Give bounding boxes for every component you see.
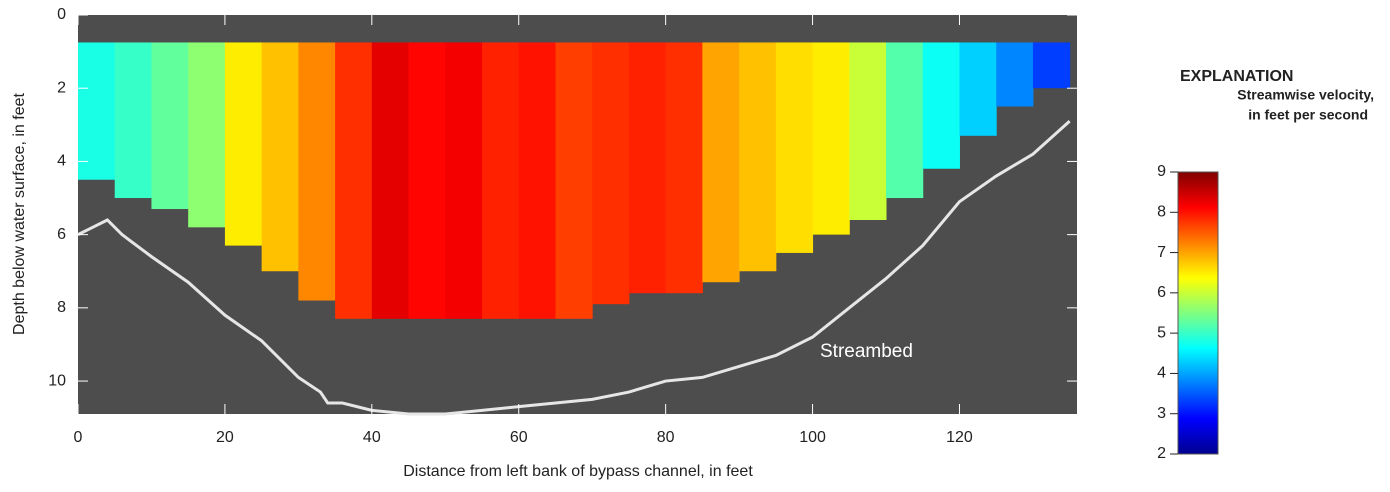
velocity-cell: [114, 42, 152, 199]
velocity-cell: [188, 42, 226, 228]
colorbar-tick-label: 2: [1157, 445, 1166, 462]
velocity-cell: [775, 42, 814, 253]
legend-title: EXPLANATION: [1180, 68, 1293, 85]
colorbar-tick-label: 4: [1157, 365, 1166, 382]
velocity-cell: [371, 42, 410, 319]
velocity-cell: [482, 42, 520, 319]
x-tick-label: 80: [657, 429, 675, 446]
streambed-line: [77, 120, 1071, 416]
velocity-cell: [849, 42, 887, 220]
colorbar-label: Streamwise velocity,: [1237, 87, 1374, 103]
x-tick-label: 100: [799, 429, 826, 446]
velocity-cell: [408, 42, 446, 319]
colorbar-tick-label: 3: [1157, 405, 1166, 422]
annotation: Streambed: [820, 341, 913, 362]
velocity-cell: [224, 42, 263, 246]
colorbar: [1177, 171, 1219, 455]
velocity-cell: [812, 42, 850, 235]
velocity-cell: [555, 42, 593, 319]
x-axis-label: Distance from left bank of bypass channe…: [403, 463, 753, 480]
velocity-cell: [1032, 42, 1071, 89]
x-tick-label: 60: [510, 429, 528, 446]
velocity-cell: [445, 42, 483, 319]
x-tick-label: 20: [216, 429, 234, 446]
colorbar-tick-label: 5: [1157, 324, 1166, 341]
velocity-cell: [151, 42, 189, 210]
velocity-cell: [78, 42, 116, 180]
velocity-cell: [996, 42, 1034, 107]
y-tick-label: 6: [57, 226, 66, 243]
velocity-cell: [261, 42, 299, 272]
velocity-cell: [665, 42, 703, 294]
y-tick-label: 0: [57, 6, 66, 23]
velocity-cell: [739, 42, 777, 272]
velocity-cell: [518, 42, 556, 319]
velocity-cell: [702, 42, 740, 283]
colorbar-tick-label: 6: [1157, 284, 1166, 301]
colorbar-tick-label: 9: [1157, 163, 1166, 180]
x-tick-label: 0: [74, 429, 83, 446]
velocity-cell: [959, 42, 997, 136]
x-tick-label: 120: [946, 429, 973, 446]
y-tick-label: 2: [57, 79, 66, 96]
colorbar-label: in feet per second: [1248, 107, 1368, 123]
y-tick-label: 10: [48, 372, 66, 389]
velocity-cell: [922, 42, 960, 169]
colorbar-tick-label: 8: [1157, 204, 1166, 221]
y-tick-label: 8: [57, 299, 66, 316]
velocity-cell: [335, 42, 373, 319]
y-axis-label: Depth below water surface, in feet: [11, 92, 28, 334]
velocity-cell: [628, 42, 667, 294]
plot-area: [77, 15, 1077, 416]
velocity-cell: [592, 42, 630, 305]
velocity-cell: [298, 42, 336, 301]
x-tick-label: 40: [363, 429, 381, 446]
velocity-cell: [886, 42, 924, 199]
y-tick-label: 4: [57, 153, 66, 170]
colorbar-tick-label: 7: [1157, 244, 1166, 261]
